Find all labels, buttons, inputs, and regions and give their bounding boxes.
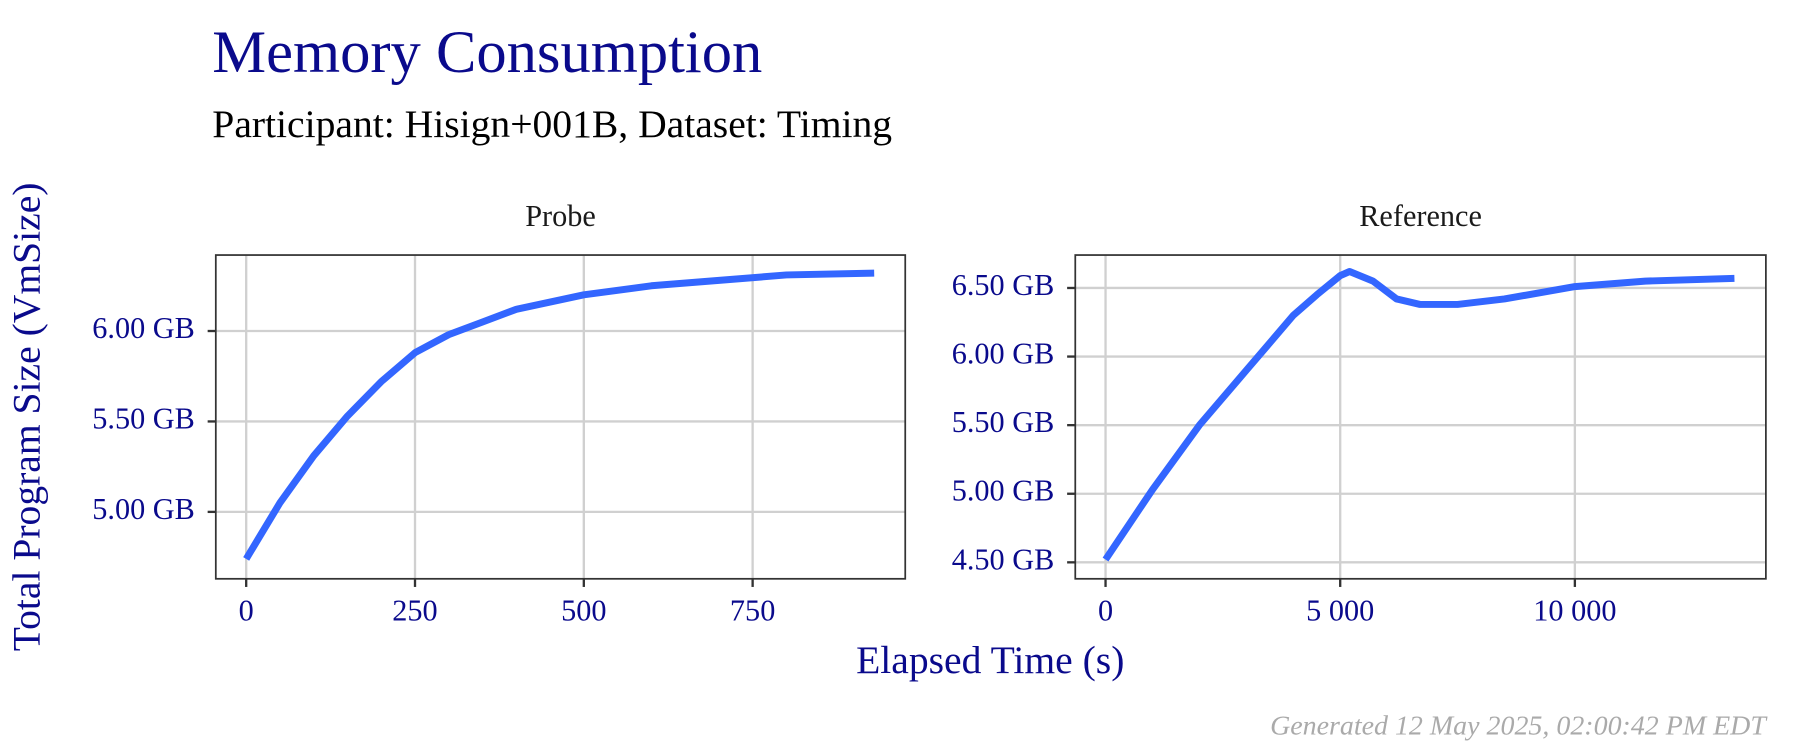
y-tick-label: 5.50 GB (92, 401, 195, 435)
panel-background (215, 255, 906, 579)
panel-background (1075, 255, 1766, 579)
x-tick-label: 750 (730, 594, 775, 628)
y-tick-label: 6.00 GB (952, 337, 1055, 371)
x-tick-label: 5 000 (1306, 594, 1374, 628)
x-axis-label: Elapsed Time (s) (856, 638, 1124, 682)
x-tick-label: 10 000 (1533, 594, 1616, 628)
y-tick-label: 5.00 GB (92, 492, 195, 526)
panel-border (1074, 254, 1767, 580)
panel-title: Probe (525, 199, 596, 233)
y-axis-label: Total Program Size (VmSize) (5, 183, 49, 652)
data-line (243, 269, 875, 561)
x-tick-label: 0 (1098, 594, 1113, 628)
x-tick-label: 0 (239, 594, 254, 628)
y-tick-label: 5.50 GB (952, 405, 1055, 439)
y-tick-label: 5.00 GB (952, 474, 1055, 508)
y-tick-label: 6.00 GB (92, 311, 195, 345)
panel-border (214, 254, 907, 580)
data-line (1102, 268, 1735, 562)
chart-subtitle: Participant: Hisign+001B, Dataset: Timin… (212, 102, 892, 146)
caption: Generated 12 May 2025, 02:00:42 PM EDT (1270, 710, 1768, 741)
x-tick-label: 250 (392, 594, 437, 628)
y-tick-label: 4.50 GB (952, 542, 1055, 576)
panel-title: Reference (1359, 199, 1482, 233)
y-tick-label: 6.50 GB (952, 268, 1055, 302)
chart-title: Memory Consumption (212, 19, 762, 86)
x-tick-label: 500 (561, 594, 606, 628)
